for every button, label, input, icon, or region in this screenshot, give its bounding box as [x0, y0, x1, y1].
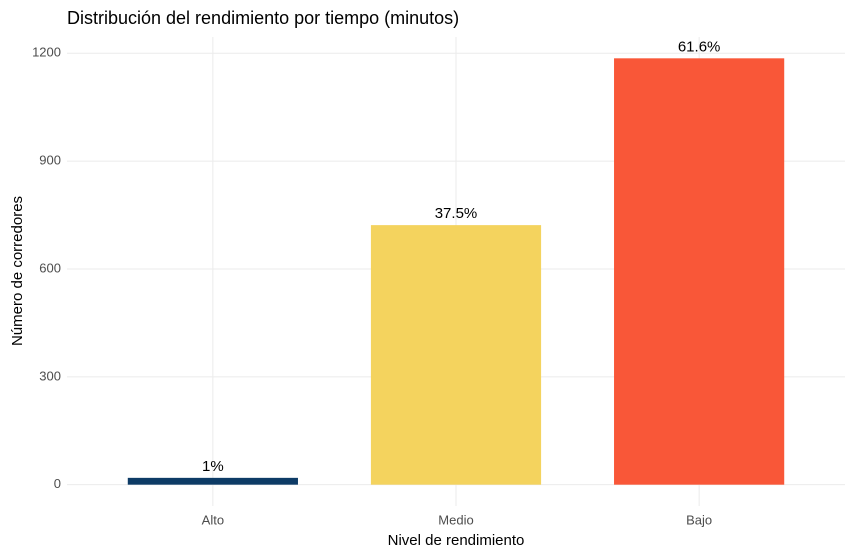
y-axis-title: Número de corredores — [9, 196, 26, 346]
bar-annotation: 61.6% — [678, 38, 721, 55]
bar-annotation: 1% — [202, 458, 224, 475]
bar — [370, 225, 542, 485]
bar — [127, 477, 298, 485]
chart-title: Distribución del rendimiento por tiempo … — [67, 8, 459, 28]
y-tick-label: 300 — [39, 368, 61, 383]
x-tick-label: Bajo — [686, 512, 712, 527]
x-axis-title: Nivel de rendimiento — [388, 532, 525, 549]
x-tick-label: Medio — [438, 512, 473, 527]
y-tick-label: 1200 — [32, 45, 61, 60]
x-tick-label: Alto — [202, 512, 224, 527]
y-tick-label: 600 — [39, 260, 61, 275]
y-tick-label: 900 — [39, 153, 61, 168]
bar-annotation: 37.5% — [435, 205, 478, 222]
bar — [614, 58, 785, 485]
y-tick-label: 0 — [54, 476, 61, 491]
